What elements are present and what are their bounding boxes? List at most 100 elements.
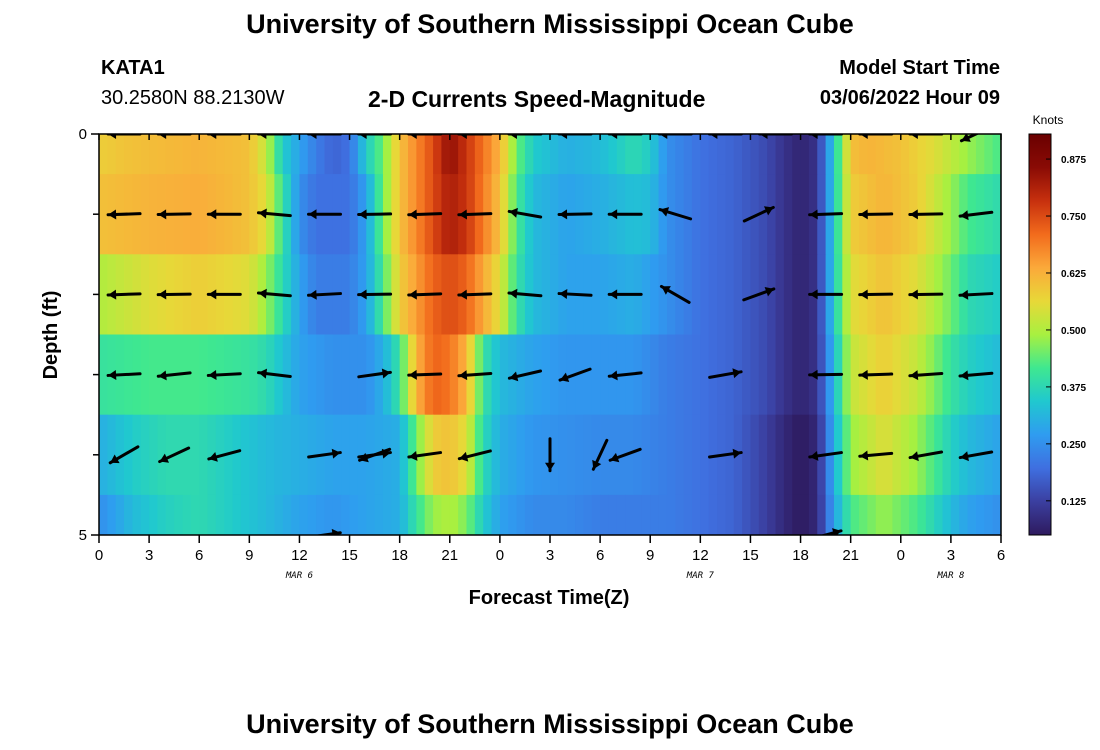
- heatmap-cell: [934, 134, 944, 175]
- heatmap-cell: [182, 134, 192, 175]
- heatmap-cell: [666, 254, 676, 335]
- heatmap-cell: [892, 254, 902, 335]
- heatmap-cell: [700, 254, 710, 335]
- heatmap-cell: [199, 174, 209, 255]
- heatmap-cell: [433, 494, 443, 535]
- heatmap-cell: [742, 334, 752, 416]
- heatmap-cell: [107, 414, 117, 496]
- current-arrow: [407, 134, 443, 139]
- heatmap-cell: [633, 334, 643, 416]
- heatmap-cell: [558, 134, 568, 175]
- colorbar-unit-label: Knots: [1033, 113, 1064, 127]
- heatmap-cell: [633, 494, 643, 535]
- heatmap-cell: [550, 334, 559, 416]
- colorbar: Knots 0.875 0.750 0.625 0.500 0.375 0.250 0.12…: [1028, 113, 1086, 536]
- heatmap-cell: [399, 494, 409, 535]
- heatmap-cell: [775, 134, 785, 175]
- heatmap-cell: [984, 134, 994, 175]
- heatmap-cell: [541, 174, 551, 255]
- heatmap-cell: [516, 134, 526, 175]
- heatmap-cell: [566, 134, 576, 175]
- heatmap-cell: [307, 334, 317, 416]
- heatmap-cell: [808, 134, 818, 175]
- heatmap-cell: [833, 134, 843, 175]
- heatmap-cell: [875, 134, 885, 175]
- current-arrow: [457, 134, 493, 139]
- heatmap-cell: [900, 254, 910, 335]
- current-arrow: [257, 368, 292, 379]
- current-arrow: [507, 369, 543, 382]
- heatmap-cell: [491, 254, 501, 335]
- heatmap-cell: [516, 494, 526, 535]
- heatmap-cell: [566, 494, 576, 535]
- heatmap-cell: [341, 174, 351, 255]
- current-arrow: [819, 528, 843, 535]
- model-start-value: 03/06/2022 Hour 09: [819, 87, 1000, 109]
- current-arrow: [758, 134, 793, 139]
- heatmap-cell: [224, 134, 234, 175]
- heatmap-cell: [207, 494, 217, 535]
- heatmap-cell: [99, 334, 108, 416]
- heatmap-cell: [316, 134, 326, 175]
- current-arrow: [156, 209, 192, 220]
- heatmap-cell: [675, 134, 685, 175]
- heatmap-cell: [458, 134, 468, 175]
- heatmap-cell: [249, 494, 259, 535]
- heatmap-cell: [950, 134, 960, 175]
- heatmap-cell: [107, 494, 117, 535]
- heatmap-cell: [550, 414, 559, 496]
- current-arrow: [357, 368, 392, 379]
- heatmap-cell: [533, 494, 543, 535]
- heatmap-cell: [641, 494, 651, 535]
- heatmap-cell: [800, 174, 810, 255]
- heatmap-cell: [758, 254, 768, 335]
- current-arrow: [858, 369, 894, 380]
- heatmap-cell: [533, 174, 543, 255]
- heatmap-cell: [316, 334, 326, 416]
- current-arrow: [808, 450, 843, 461]
- heatmap-cell: [775, 334, 785, 416]
- heatmap-cell: [850, 174, 860, 255]
- heatmap-cell: [625, 414, 635, 496]
- heatmap-cell: [658, 494, 668, 535]
- heatmap-cell: [157, 494, 167, 535]
- heatmap-cell: [349, 414, 359, 496]
- heatmap-cell: [767, 494, 777, 535]
- heatmap-cell: [215, 494, 225, 535]
- current-arrow: [858, 450, 894, 461]
- heatmap-cell: [199, 494, 209, 535]
- current-arrow: [958, 450, 994, 462]
- x-tick-label: 15: [341, 547, 358, 564]
- footer-title: University of Southern Mississippi Ocean…: [246, 709, 854, 739]
- heatmap-cell: [808, 494, 818, 535]
- x-tick-label: 21: [842, 547, 859, 564]
- current-arrow: [507, 134, 543, 139]
- current-arrow: [858, 289, 894, 300]
- heatmap-cell: [99, 494, 108, 535]
- heatmap-cell: [207, 414, 217, 496]
- heatmap-cell: [950, 414, 960, 496]
- heatmap-cell: [99, 134, 108, 175]
- current-arrow: [607, 134, 643, 139]
- heatmap-cell: [357, 134, 367, 175]
- heatmap-cell: [291, 174, 301, 255]
- current-arrow: [742, 205, 775, 223]
- heatmap-cell: [942, 174, 952, 255]
- heatmap-cell: [391, 134, 401, 175]
- heatmap-cell: [149, 254, 159, 335]
- heatmap-cell: [700, 334, 710, 416]
- heatmap-cell: [408, 134, 417, 175]
- heatmap-cell: [683, 414, 693, 496]
- heatmap-cell: [474, 134, 484, 175]
- heatmap-cell: [650, 134, 660, 175]
- heatmap-cell: [725, 174, 735, 255]
- heatmap-cell: [307, 414, 317, 496]
- heatmap-cell: [274, 494, 284, 535]
- heatmap-cell: [232, 494, 242, 535]
- heatmap-cell: [341, 134, 351, 175]
- current-arrow: [507, 207, 543, 219]
- x-tick-label: 15: [742, 547, 759, 564]
- colorbar-tick-label: 0.500: [1061, 326, 1086, 337]
- heatmap-cell: [950, 174, 960, 255]
- heatmap-cell: [600, 254, 610, 335]
